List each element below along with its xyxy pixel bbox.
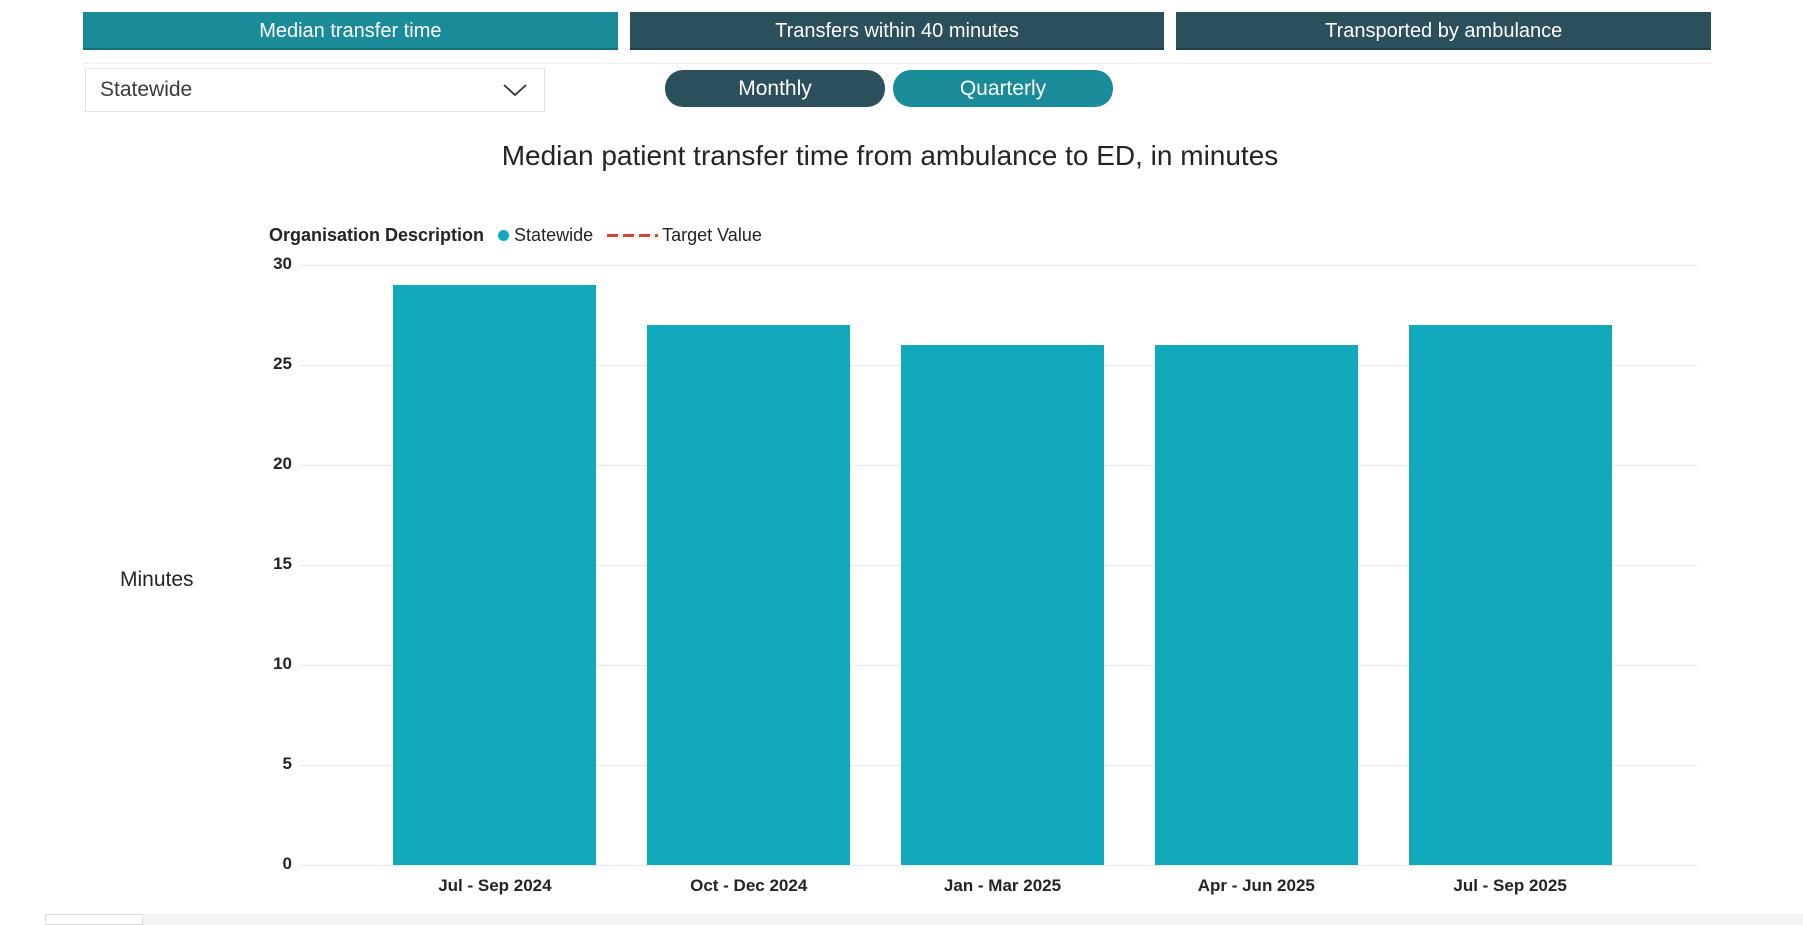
- target-dash-segment: [639, 233, 651, 237]
- separator-line: [83, 63, 1711, 64]
- legend-title: Organisation Description: [269, 224, 485, 245]
- horizontal-scrollbar-thumb[interactable]: [45, 914, 143, 925]
- horizontal-scrollbar-track[interactable]: [143, 914, 1803, 925]
- bar[interactable]: [393, 285, 597, 865]
- bar[interactable]: [647, 325, 851, 865]
- y-axis-tick-label: 20: [273, 454, 292, 473]
- target-dash-segment: [655, 233, 659, 237]
- organisation-dropdown[interactable]: Statewide: [85, 68, 545, 112]
- x-axis-category-label: Oct - Dec 2024: [690, 876, 808, 895]
- chart-legend: Organisation Description Statewide Targe…: [269, 222, 762, 248]
- chevron-down-icon: [502, 83, 528, 98]
- quarterly-toggle-button[interactable]: Quarterly: [893, 70, 1113, 107]
- tab-bar: Median transfer time Transfers within 40…: [83, 12, 1712, 50]
- y-axis-tick-label: 30: [273, 254, 292, 273]
- y-axis-tick-label: 10: [273, 654, 292, 673]
- target-dash-segment: [623, 233, 635, 237]
- y-axis-tick-label: 5: [282, 754, 292, 773]
- bar[interactable]: [1408, 325, 1612, 865]
- chart-title: Median patient transfer time from ambula…: [501, 140, 1279, 171]
- y-axis-title: Minutes: [120, 568, 194, 591]
- monthly-toggle-button[interactable]: Monthly: [665, 70, 885, 107]
- y-axis-tick-label: 15: [273, 554, 292, 573]
- x-axis-category-label: Apr - Jun 2025: [1197, 876, 1315, 895]
- x-axis-category-label: Jan - Mar 2025: [943, 876, 1062, 895]
- x-axis-category-label: Jul - Sep 2024: [438, 876, 552, 895]
- series-dot-icon: [498, 229, 510, 241]
- legend-target-label: Target Value: [662, 224, 762, 245]
- organisation-dropdown-value: Statewide: [100, 78, 193, 101]
- legend-series-label: Statewide: [514, 224, 594, 245]
- tab-transported-by-ambulance[interactable]: Transported by ambulance: [1176, 12, 1712, 50]
- bar[interactable]: [1154, 345, 1358, 865]
- gridline: [300, 265, 1698, 266]
- y-axis-tick-label: 0: [282, 854, 292, 873]
- tab-median-transfer-time[interactable]: Median transfer time: [83, 12, 618, 50]
- target-dash-segment: [607, 233, 619, 237]
- x-axis-category-label: Jul - Sep 2025: [1453, 876, 1567, 895]
- tab-transfers-within-40-minutes[interactable]: Transfers within 40 minutes: [629, 12, 1165, 50]
- target-dashed-line-icon: [607, 233, 659, 237]
- bar[interactable]: [901, 345, 1104, 865]
- y-axis-tick-label: 25: [273, 354, 292, 373]
- legend-item-target-value[interactable]: Target Value: [607, 225, 762, 246]
- legend-item-statewide[interactable]: Statewide: [498, 225, 593, 246]
- gridline: [300, 865, 1698, 866]
